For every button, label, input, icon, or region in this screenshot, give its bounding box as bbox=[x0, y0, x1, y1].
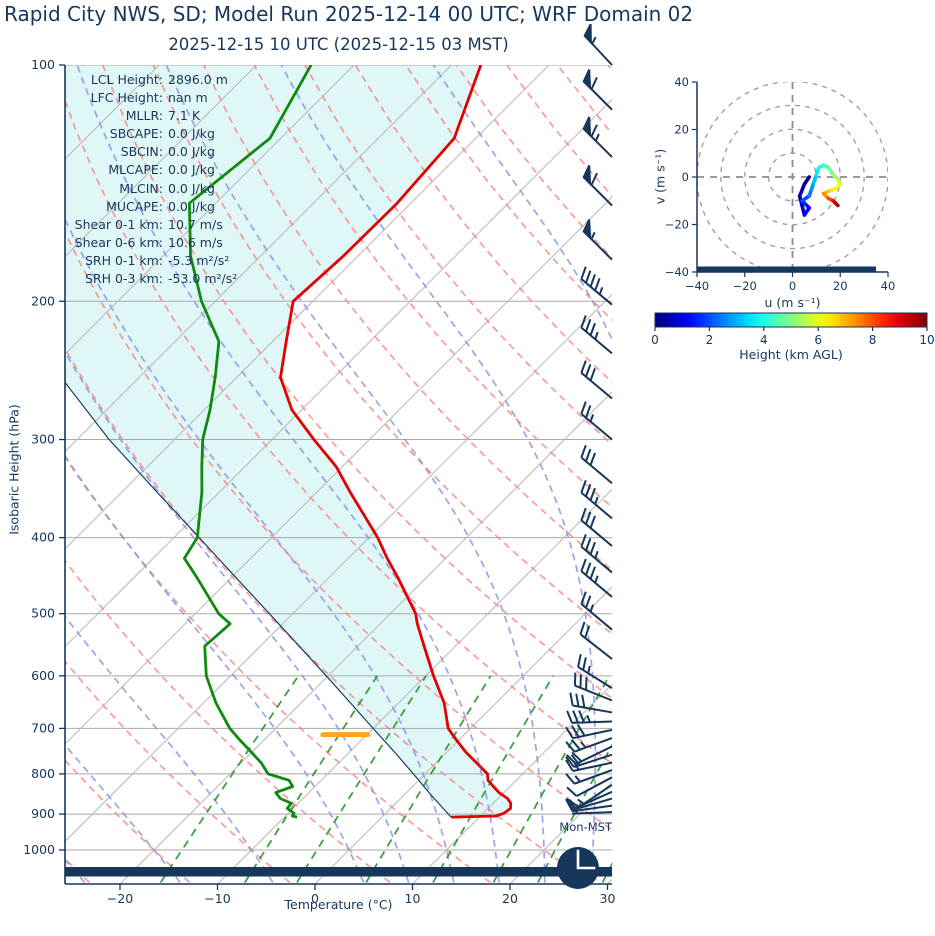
stat-row-11: SRH 0-3 km: -53.0 m²/s² bbox=[63, 270, 237, 288]
height-colorbar: 0 2 4 6 8 10 bbox=[651, 312, 935, 347]
hodo-v-tick-label: 0 bbox=[682, 170, 689, 184]
clock-icon bbox=[557, 847, 599, 889]
colorbar-tick-label: 10 bbox=[919, 333, 934, 347]
stat-label: SRH 0-1 km: bbox=[84, 252, 163, 268]
surface-ground-bar bbox=[65, 867, 612, 877]
pressure-tick-label: 500 bbox=[31, 606, 55, 621]
stat-row-7: MUCAPE: 0.0 J/kg bbox=[63, 198, 237, 216]
stat-row-8: Shear 0-1 km: 10.7 m/s bbox=[63, 216, 237, 234]
pressure-tick-label: 100 bbox=[31, 57, 55, 72]
pressure-tick-label: 600 bbox=[31, 668, 55, 683]
stat-value: -53.0 m²/s² bbox=[168, 271, 238, 287]
stat-label: SBCIN: bbox=[120, 144, 163, 160]
stat-value: 0.0 J/kg bbox=[168, 144, 215, 160]
stat-label: Shear 0-6 km: bbox=[74, 234, 163, 250]
temperature-tick-label: −20 bbox=[107, 891, 133, 906]
page-title: Rapid City NWS, SD; Model Run 2025-12-14… bbox=[4, 2, 694, 26]
colorbar-label: Height (km AGL) bbox=[739, 347, 843, 362]
colorbar-tick-label: 0 bbox=[651, 333, 659, 347]
stat-value: -5.3 m²/s² bbox=[168, 252, 230, 268]
hodo-u-tick-label: 20 bbox=[833, 279, 848, 293]
hodo-u-tick-label: 0 bbox=[789, 279, 796, 293]
stat-row-6: MLCIN: 0.0 J/kg bbox=[63, 180, 237, 198]
stat-label: MUCAPE: bbox=[106, 198, 163, 214]
stat-label: LFC Height: bbox=[90, 90, 163, 106]
temperature-tick-label: 20 bbox=[502, 891, 518, 906]
hodo-v-tick-label: 40 bbox=[674, 75, 689, 89]
pressure-tick-label: 800 bbox=[31, 766, 55, 781]
pressure-tick-label: 300 bbox=[31, 432, 55, 447]
hodograph-y-axis-label: v (m s⁻¹) bbox=[652, 148, 668, 205]
stat-row-3: SBCAPE: 0.0 J/kg bbox=[63, 125, 237, 143]
stat-label: MLCIN: bbox=[119, 180, 163, 196]
hodo-v-tick-label: −40 bbox=[665, 265, 689, 279]
colorbar-tick-label: 8 bbox=[869, 333, 877, 347]
stat-row-9: Shear 0-6 km: 10.6 m/s bbox=[63, 234, 237, 252]
temperature-profile-line bbox=[279, 65, 513, 819]
stat-row-4: SBCIN: 0.0 J/kg bbox=[63, 143, 237, 161]
temperature-tick-label: 10 bbox=[405, 891, 421, 906]
stat-row-2: MLLR: 7.1 K bbox=[63, 107, 237, 125]
dry-adiabats bbox=[65, 65, 612, 884]
hodograph-ground-bar bbox=[697, 266, 877, 272]
pressure-tick-label: 200 bbox=[31, 293, 55, 308]
stat-value: 0.0 J/kg bbox=[168, 180, 215, 196]
temperature-tick-label: 0 bbox=[311, 891, 319, 906]
skewt-axes: 100 200 300 400 500 600 700 800 900 1000 −20 −10 0 10… bbox=[23, 57, 615, 906]
stat-row-1: LFC Height: nan m bbox=[63, 89, 237, 107]
wind-barbs bbox=[565, 23, 613, 815]
hodo-u-tick-label: −20 bbox=[733, 279, 757, 293]
valid-time-subtitle: 2025-12-15 10 UTC (2025-12-15 03 MST) bbox=[168, 35, 509, 54]
pressure-tick-label: 400 bbox=[31, 530, 55, 545]
stat-label: SRH 0-3 km: bbox=[84, 271, 163, 287]
stat-value: 0.0 J/kg bbox=[168, 126, 215, 142]
stat-value: 0.0 J/kg bbox=[168, 198, 215, 214]
pressure-tick-label: 900 bbox=[31, 806, 55, 821]
hodo-v-tick-label: −20 bbox=[665, 218, 689, 232]
skewt-y-axis-label: Isobaric Height (hPa) bbox=[6, 404, 22, 535]
stat-label: LCL Height: bbox=[90, 72, 163, 87]
pressure-tick-label: 1000 bbox=[23, 842, 55, 857]
skewt-plot-area bbox=[65, 65, 612, 884]
temperature-tick-label: 30 bbox=[600, 891, 616, 906]
stat-label: MLLR: bbox=[125, 108, 163, 124]
stat-value: 10.7 m/s bbox=[168, 216, 223, 232]
parcel-profile-line bbox=[65, 381, 452, 818]
hodograph-trace bbox=[797, 163, 843, 217]
shaded-region bbox=[65, 65, 511, 818]
hodo-v-tick-label: 20 bbox=[674, 123, 689, 137]
stat-value: 2896.0 m bbox=[168, 72, 228, 87]
stat-label: SBCAPE: bbox=[109, 126, 163, 142]
stat-label: Shear 0-1 km: bbox=[74, 216, 163, 232]
colorbar-tick-label: 2 bbox=[706, 333, 714, 347]
stat-value: nan m bbox=[168, 90, 208, 106]
hodograph-range-ring bbox=[720, 104, 865, 250]
hodograph-x-axis-label: u (m s⁻¹) bbox=[764, 295, 821, 310]
hodograph-plot-area: −40−40 −20 −20 0 0 20 20 40 40 bbox=[665, 75, 896, 293]
stat-row-5: MLCAPE: 0.0 J/kg bbox=[63, 161, 237, 179]
hodo-u-tick-label: 40 bbox=[881, 279, 896, 293]
skewt-x-axis-label: Temperature (°C) bbox=[284, 897, 393, 912]
stat-label: MLCAPE: bbox=[108, 162, 163, 178]
colorbar-tick-label: 6 bbox=[814, 333, 822, 347]
stat-value: 10.6 m/s bbox=[168, 234, 223, 250]
stat-row-10: SRH 0-1 km: -5.3 m²/s² bbox=[63, 252, 237, 270]
stat-value: 0.0 J/kg bbox=[168, 162, 215, 178]
pressure-tick-label: 700 bbox=[31, 720, 55, 735]
dewpoint-profile-line bbox=[183, 65, 313, 819]
surface-time-label: Mon-MST bbox=[559, 820, 612, 834]
colorbar-tick-label: 4 bbox=[760, 333, 768, 347]
temperature-tick-label: −10 bbox=[204, 891, 230, 906]
stat-value: 7.1 K bbox=[168, 108, 201, 124]
stats-block: LCL Height: 2896.0 m LFC Height: nan m MLLR:… bbox=[63, 71, 238, 288]
stat-row-0: LCL Height: 2896.0 m bbox=[63, 71, 237, 89]
hodo-u-tick-label: −40 bbox=[685, 279, 709, 293]
